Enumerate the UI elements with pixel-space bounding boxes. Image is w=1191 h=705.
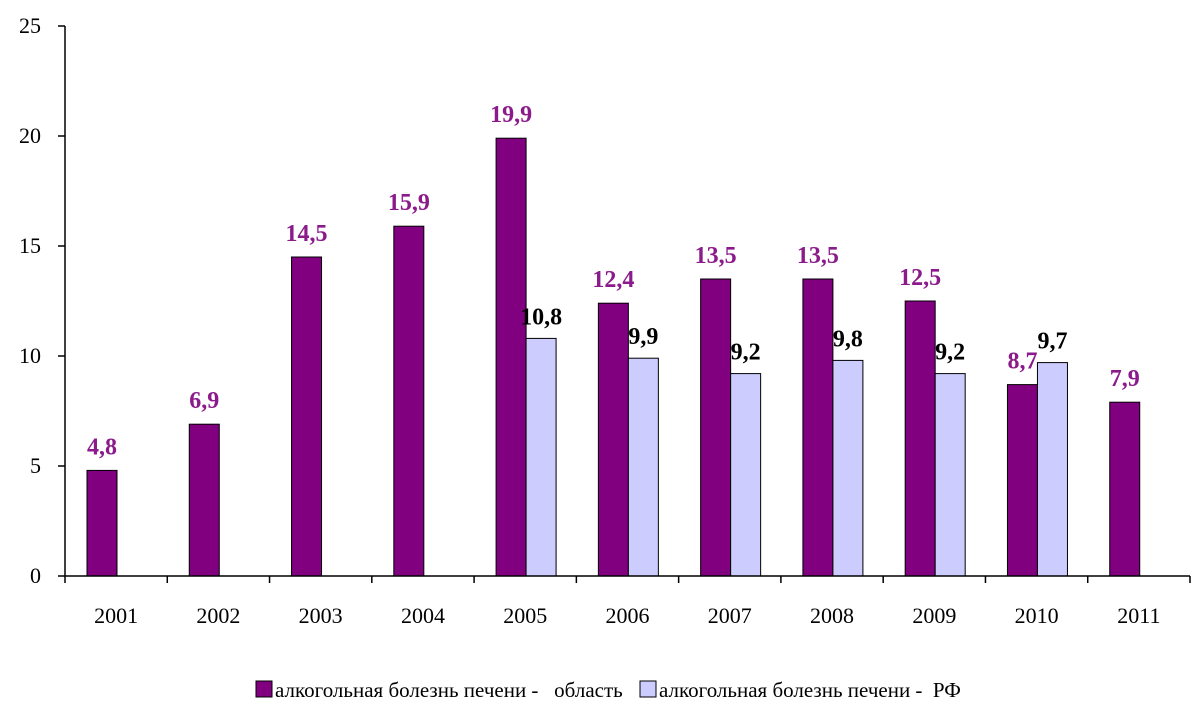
data-label-series-1: 4,8 <box>87 434 117 460</box>
bar-series-1 <box>802 278 834 577</box>
bar-series-1 <box>86 469 118 577</box>
x-tick-label: 2002 <box>196 603 240 628</box>
bar-series-2 <box>627 357 659 577</box>
data-label-series-1: 7,9 <box>1110 366 1140 392</box>
bar-series-1 <box>597 302 629 577</box>
legend-swatch-series-2 <box>639 680 657 698</box>
bar-series-1 <box>1006 384 1038 577</box>
bar-series-1 <box>495 137 527 577</box>
data-label-series-2: 10,8 <box>520 304 562 330</box>
data-label-series-1: 13,5 <box>695 243 737 269</box>
x-tick-label: 2005 <box>503 603 547 628</box>
data-label-series-1: 12,5 <box>899 265 941 291</box>
legend-label-series-1: алкогольная болезнь печени - область <box>275 678 623 702</box>
x-tick-label: 2003 <box>299 603 343 628</box>
x-tick-label: 2010 <box>1015 603 1059 628</box>
y-tick-label: 15 <box>19 233 41 258</box>
x-tick-label: 2007 <box>708 603 752 628</box>
y-tick-label: 5 <box>30 453 41 478</box>
data-label-series-2: 9,2 <box>935 340 965 366</box>
data-label-series-1: 6,9 <box>189 388 219 414</box>
bar-series-1 <box>904 300 936 577</box>
x-tick-label: 2011 <box>1117 603 1160 628</box>
bar-series-1 <box>700 278 732 577</box>
data-label-series-2: 9,2 <box>731 340 761 366</box>
data-label-series-1: 14,5 <box>286 221 328 247</box>
x-tick-label: 2008 <box>810 603 854 628</box>
y-tick-label: 10 <box>19 343 41 368</box>
y-tick-label: 25 <box>19 13 41 38</box>
legend-swatch-series-1 <box>255 680 273 698</box>
x-tick-label: 2006 <box>606 603 650 628</box>
bar-series-2 <box>1036 362 1068 577</box>
legend-label-series-2: алкогольная болезнь печени - РФ <box>659 678 961 702</box>
bar-series-1 <box>1109 401 1141 577</box>
bar-series-1 <box>188 423 220 577</box>
bar-series-1 <box>393 225 425 577</box>
bar-series-2 <box>832 359 864 577</box>
bar-series-2 <box>730 373 762 577</box>
data-label-series-2: 9,7 <box>1037 329 1067 355</box>
data-label-series-1: 19,9 <box>490 102 532 128</box>
bar-series-2 <box>525 337 557 577</box>
y-ticks-group: 0 5 10 15 20 25 <box>19 13 65 588</box>
bar-series-1 <box>291 256 323 577</box>
y-tick-label: 0 <box>30 563 41 588</box>
legend: алкогольная болезнь печени - область алк… <box>255 678 961 702</box>
x-tick-label: 2009 <box>912 603 956 628</box>
x-tick-label: 2001 <box>94 603 138 628</box>
y-tick-label: 20 <box>19 123 41 148</box>
data-label-series-2: 9,8 <box>833 326 863 352</box>
bars-group <box>86 137 1141 577</box>
data-label-series-1: 15,9 <box>388 190 430 216</box>
data-label-series-1: 13,5 <box>797 243 839 269</box>
bar-series-2 <box>934 373 966 577</box>
data-labels-group: 4,8 6,9 14,5 15,9 19,9 10,8 12,4 9,9 13,5 9,2 13,5… <box>87 102 1140 460</box>
x-ticks-group: 2001 2002 2003 2004 2005 2006 2007 2008 2009 2010… <box>64 576 1191 628</box>
data-label-series-1: 12,4 <box>592 267 634 293</box>
data-label-series-2: 9,9 <box>628 324 658 350</box>
x-tick-label: 2004 <box>401 603 445 628</box>
data-label-series-1: 8,7 <box>1007 349 1037 375</box>
